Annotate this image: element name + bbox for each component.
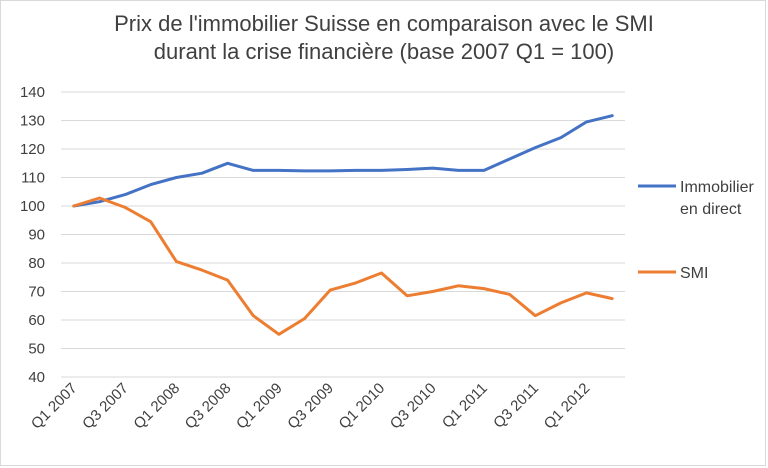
y-tick-label-60: 60 <box>28 312 45 329</box>
legend-label-immobilier: en direct <box>680 201 742 218</box>
x-tick-label: Q1 2010 <box>336 380 389 433</box>
y-tick-label-70: 70 <box>28 284 45 301</box>
y-tick-label-140: 140 <box>20 84 45 101</box>
chart-title-line-1: Prix de l'immobilier Suisse en comparais… <box>114 11 654 36</box>
x-tick-label: Q3 2011 <box>490 380 542 432</box>
x-tick-label: Q1 2007 <box>28 380 81 433</box>
y-tick-label-80: 80 <box>28 255 45 272</box>
y-tick-label-90: 90 <box>28 227 45 244</box>
x-tick-label: Q1 2008 <box>130 380 183 433</box>
y-tick-label-100: 100 <box>20 198 45 215</box>
chart-title: Prix de l'immobilier Suisse en comparais… <box>0 10 768 66</box>
legend-label-immobilier: Immobilier <box>680 179 754 196</box>
y-tick-label-120: 120 <box>20 141 45 158</box>
x-tick-label: Q3 2007 <box>79 380 132 433</box>
y-tick-label-110: 110 <box>21 170 45 187</box>
series-line-smi <box>72 196 614 336</box>
x-tick-label: Q1 2011 <box>439 380 491 432</box>
y-tick-label-130: 130 <box>20 113 45 130</box>
x-tick-label: Q3 2010 <box>387 380 440 433</box>
x-tick-label: Q3 2009 <box>284 380 337 433</box>
chart-title-line-2: durant la crise financière (base 2007 Q1… <box>153 39 615 64</box>
x-tick-label: Q1 2009 <box>233 380 286 433</box>
legend-label-smi: SMI <box>680 265 708 282</box>
x-tick-label: Q3 2008 <box>182 380 235 433</box>
y-tick-label-40: 40 <box>28 369 45 386</box>
y-tick-label-50: 50 <box>28 341 45 358</box>
series-line-immobilier <box>72 114 614 208</box>
x-tick-label: Q1 2012 <box>541 380 594 433</box>
